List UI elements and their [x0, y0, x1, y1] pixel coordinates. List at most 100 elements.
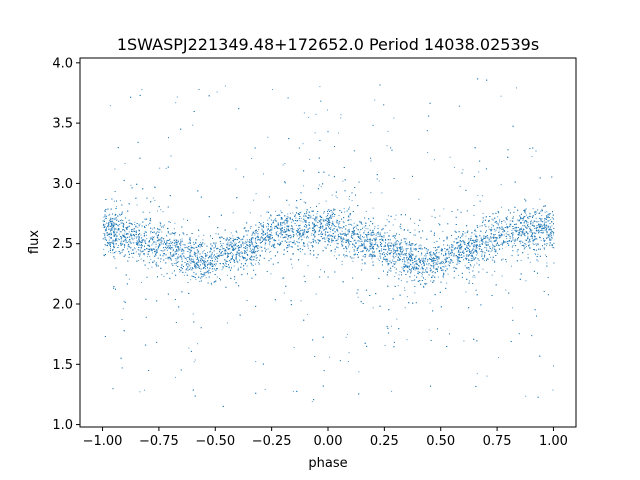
data-point: [535, 243, 537, 245]
data-point: [121, 240, 123, 242]
data-point: [199, 246, 201, 248]
data-point: [489, 237, 491, 239]
data-point: [232, 212, 234, 214]
data-point: [534, 253, 536, 255]
data-point: [414, 258, 415, 260]
data-point: [552, 389, 554, 391]
data-point: [128, 278, 130, 280]
data-point: [436, 262, 438, 264]
data-point: [340, 239, 342, 241]
data-point: [232, 241, 234, 243]
data-point: [353, 250, 355, 252]
data-point: [149, 255, 151, 257]
data-point: [547, 217, 549, 219]
data-point: [283, 292, 285, 294]
data-point: [341, 260, 343, 262]
data-point: [324, 246, 326, 248]
data-point: [114, 200, 115, 202]
data-point: [525, 244, 527, 246]
data-point: [400, 280, 402, 282]
data-point: [387, 215, 389, 217]
data-point: [317, 225, 319, 227]
data-point: [280, 224, 282, 226]
data-point: [488, 239, 490, 241]
data-point: [291, 263, 293, 265]
data-point: [478, 171, 480, 173]
data-point: [470, 258, 472, 259]
data-point: [331, 211, 333, 213]
data-point: [298, 234, 300, 236]
data-point: [152, 243, 154, 245]
data-point: [457, 257, 459, 259]
data-point: [182, 244, 184, 246]
data-point: [123, 233, 125, 235]
data-point: [378, 180, 380, 182]
data-point: [514, 207, 516, 208]
data-point: [381, 237, 383, 239]
data-point: [395, 256, 397, 257]
data-point: [472, 252, 474, 254]
data-point: [166, 234, 167, 236]
data-point: [156, 252, 158, 254]
data-point: [421, 274, 423, 276]
data-point: [378, 259, 380, 261]
data-point: [506, 234, 508, 235]
data-point: [126, 242, 128, 243]
data-point: [541, 208, 543, 210]
data-point: [498, 235, 500, 237]
data-point: [474, 233, 476, 235]
data-point: [180, 245, 182, 247]
data-point: [458, 274, 460, 276]
data-point: [290, 246, 292, 247]
data-point: [423, 268, 425, 270]
data-point: [121, 249, 123, 251]
data-point: [422, 257, 424, 259]
data-point: [553, 231, 555, 233]
data-point: [440, 263, 442, 265]
data-point: [367, 232, 369, 234]
data-point: [291, 226, 293, 227]
data-point: [180, 244, 182, 246]
data-point: [342, 180, 344, 182]
data-point: [284, 163, 286, 164]
data-point: [341, 245, 343, 247]
data-point: [104, 244, 106, 246]
data-point: [488, 226, 490, 228]
data-point: [351, 233, 353, 235]
data-point: [430, 265, 432, 267]
data-point: [550, 219, 552, 221]
data-point: [419, 244, 421, 246]
data-point: [514, 206, 515, 208]
data-point: [109, 232, 111, 234]
data-point: [348, 198, 350, 200]
data-point: [211, 252, 213, 254]
data-point: [519, 233, 521, 235]
data-point: [210, 256, 212, 258]
data-point: [195, 278, 197, 280]
data-point: [345, 246, 347, 248]
data-point: [269, 236, 271, 238]
data-point: [463, 340, 465, 342]
data-point: [410, 250, 412, 252]
data-point: [370, 255, 372, 257]
data-point: [257, 262, 259, 263]
data-point: [400, 271, 402, 273]
data-point: [112, 252, 114, 254]
data-point: [262, 238, 264, 240]
data-point: [423, 285, 424, 287]
data-point: [505, 261, 507, 263]
data-point: [300, 211, 302, 213]
data-point: [420, 245, 422, 247]
data-point: [160, 239, 162, 241]
data-point: [426, 250, 428, 252]
data-point: [323, 220, 325, 222]
data-point: [192, 124, 194, 126]
data-point: [371, 245, 373, 247]
data-point: [431, 257, 433, 259]
data-point: [540, 226, 542, 228]
data-point: [288, 216, 290, 218]
data-point: [435, 262, 437, 264]
data-point: [302, 232, 304, 234]
data-point: [379, 253, 381, 254]
data-point: [370, 160, 372, 162]
